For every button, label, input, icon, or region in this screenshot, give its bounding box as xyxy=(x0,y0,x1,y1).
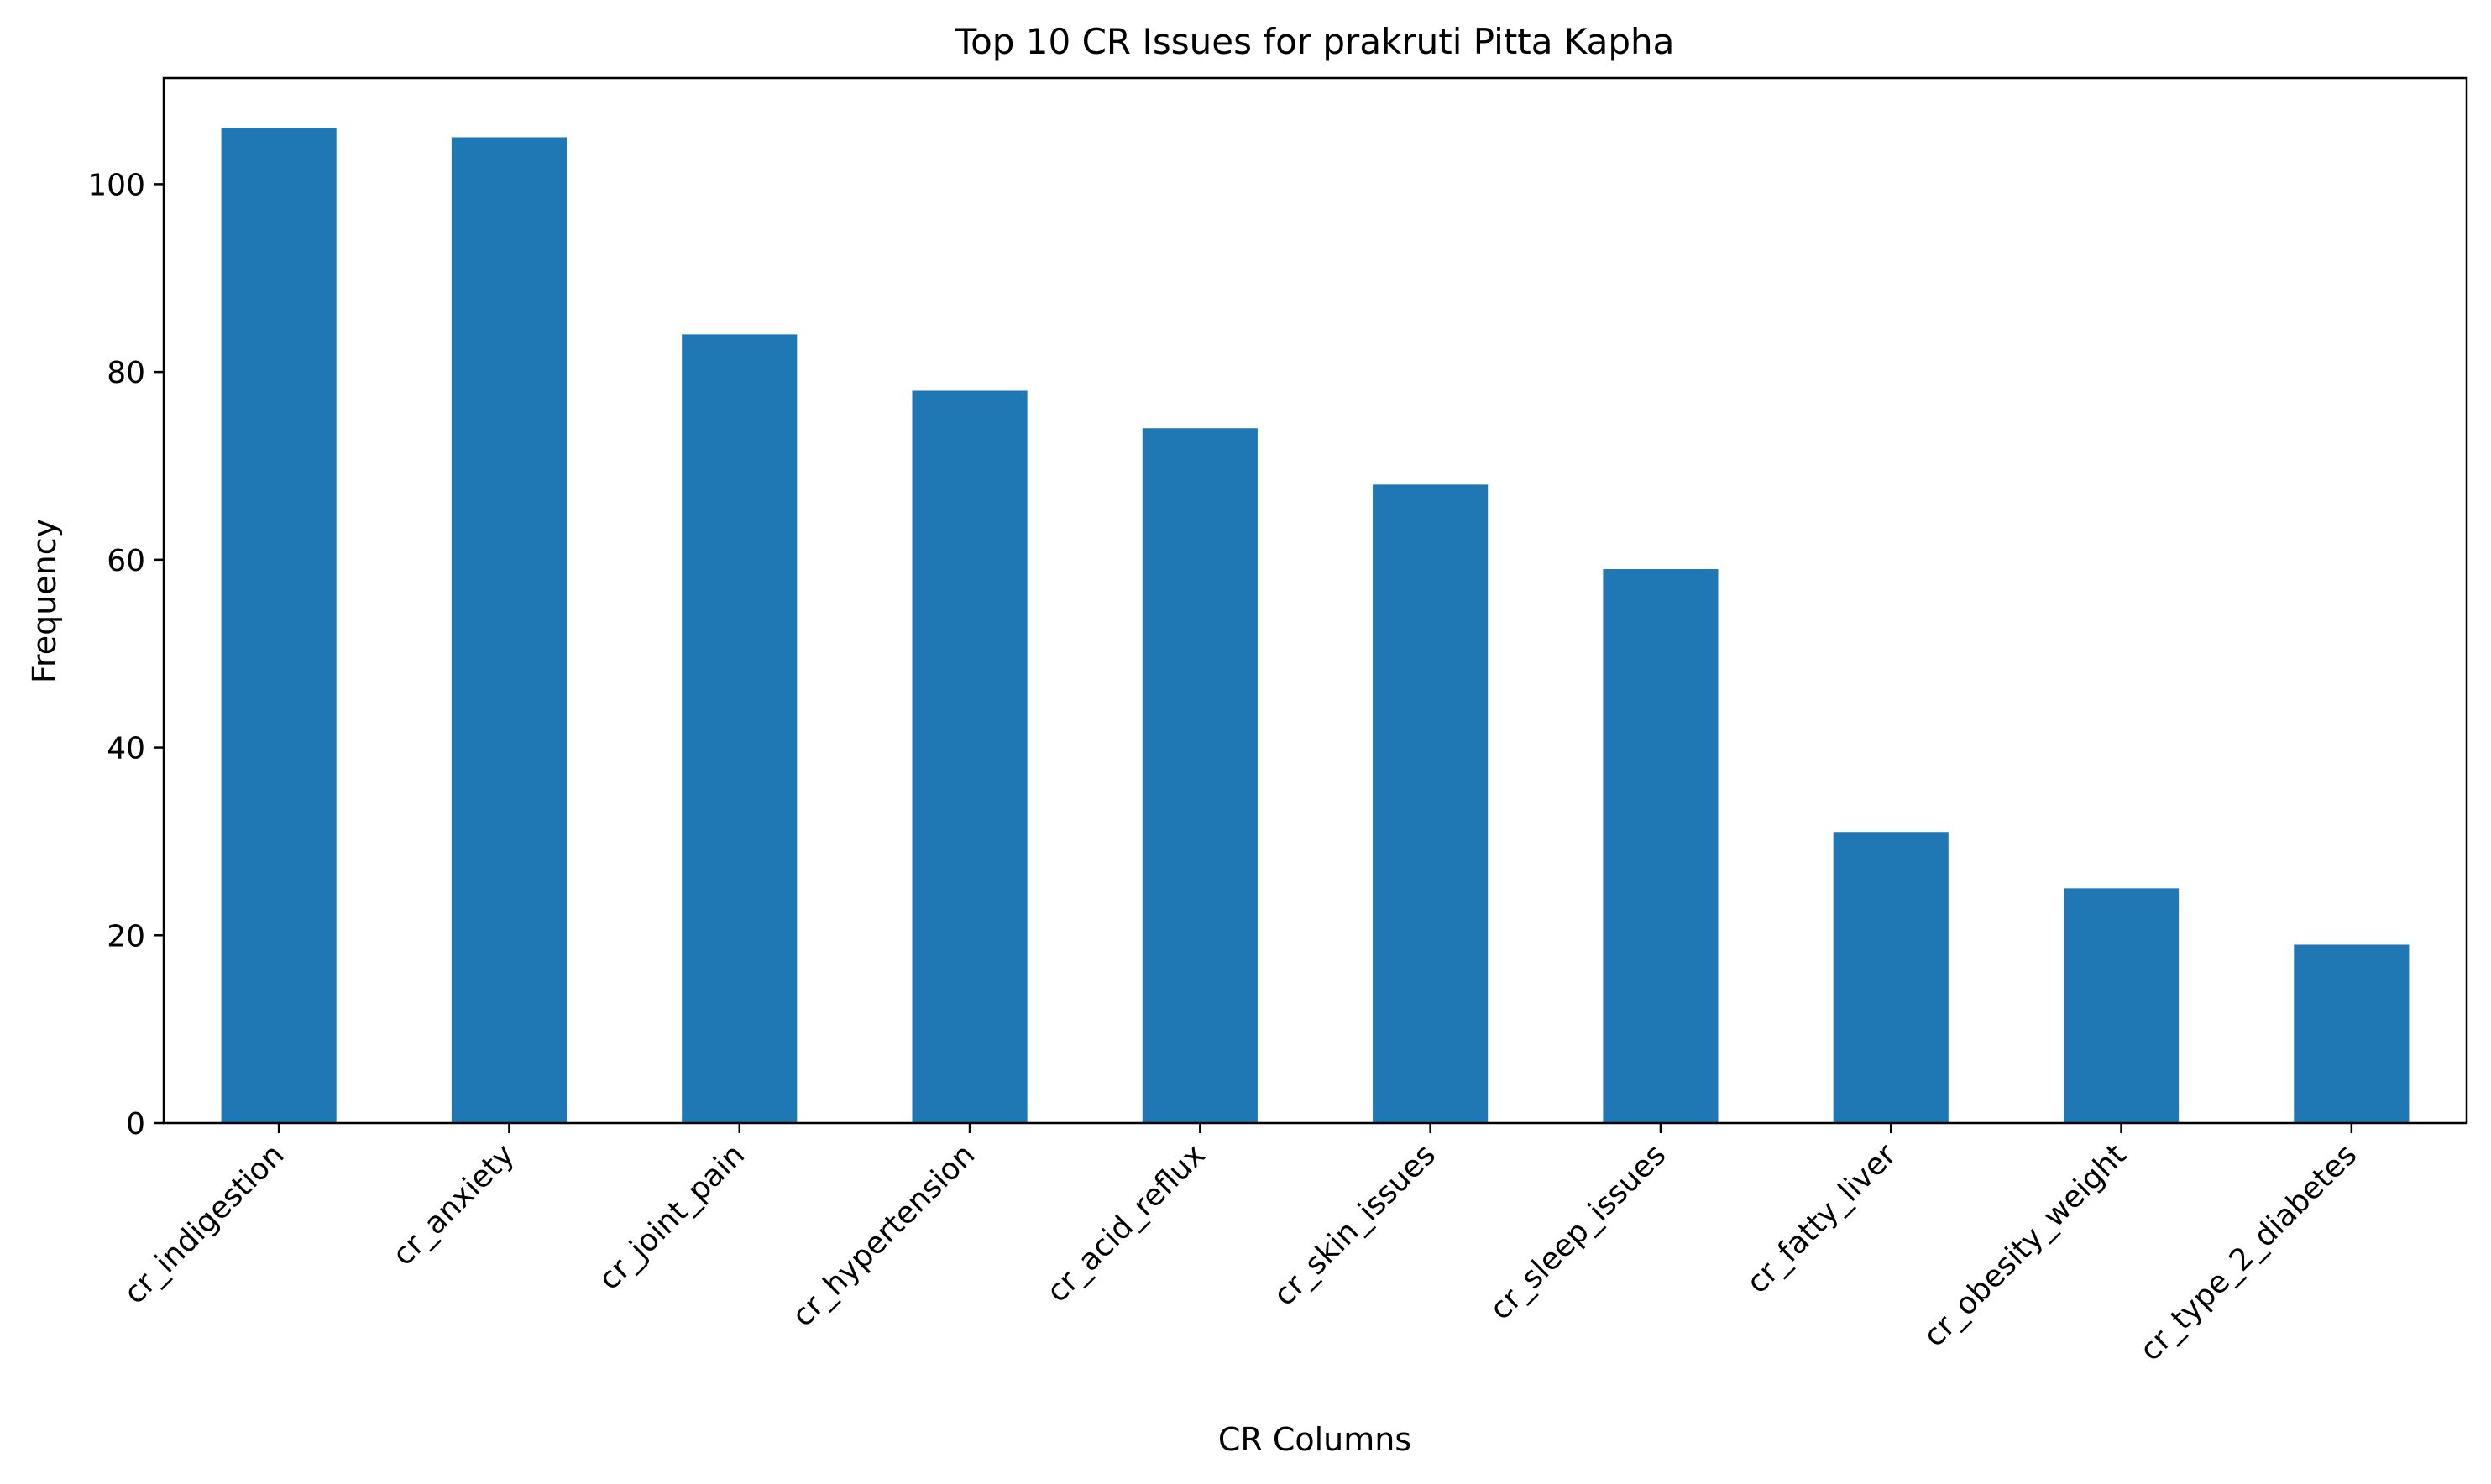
bar-cr-skin-issues xyxy=(1373,484,1489,1123)
plot-frame xyxy=(162,76,2468,1125)
y-tick-label: 60 xyxy=(107,544,145,578)
x-tick-label: cr_skin_issues xyxy=(1267,1137,1442,1313)
bar-cr-anxiety xyxy=(451,137,568,1124)
bar-cr-acid-reflux xyxy=(1142,428,1258,1123)
bar-cr-hypertension xyxy=(912,390,1028,1123)
x-tick-label: cr_obesity_weight xyxy=(1917,1137,2133,1354)
x-tick-label: cr_type_2_diabetes xyxy=(2133,1137,2363,1367)
x-tick-label: cr_sleep_issues xyxy=(1484,1137,1672,1326)
y-tick-label: 40 xyxy=(107,732,145,766)
x-tick-label: cr_fatty_liver xyxy=(1740,1137,1903,1300)
x-tick-label: cr_anxiety xyxy=(386,1137,521,1272)
y-tick-label: 100 xyxy=(87,168,145,202)
bars-group xyxy=(221,128,2410,1124)
x-axis-label: CR Columns xyxy=(1218,1421,1411,1458)
bar-cr-joint-pain xyxy=(682,334,798,1124)
chart-title: Top 10 CR Issues for prakruti Pitta Kaph… xyxy=(955,21,1675,62)
x-tick-label: cr_hypertension xyxy=(786,1137,981,1333)
bar-cr-fatty-liver xyxy=(1833,832,1949,1123)
bar-cr-indigestion xyxy=(221,128,337,1123)
x-axis: cr_indigestion cr_anxiety cr_joint_pain cr_… xyxy=(118,1123,2363,1368)
bar-cr-type-2-diabetes xyxy=(2294,944,2410,1123)
bar-cr-obesity-weight xyxy=(2063,888,2180,1123)
y-axis: 0 20 40 60 80 100 xyxy=(87,168,164,1142)
bar-cr-sleep-issues xyxy=(1603,569,1719,1123)
y-tick-label: 0 xyxy=(126,1107,145,1142)
y-axis-label: Frequency xyxy=(26,519,63,683)
y-tick-label: 20 xyxy=(107,919,145,954)
x-tick-label: cr_joint_pain xyxy=(592,1137,751,1297)
x-tick-label: cr_acid_reflux xyxy=(1040,1137,1212,1309)
y-tick-label: 80 xyxy=(107,356,145,390)
x-tick-label: cr_indigestion xyxy=(118,1137,290,1310)
